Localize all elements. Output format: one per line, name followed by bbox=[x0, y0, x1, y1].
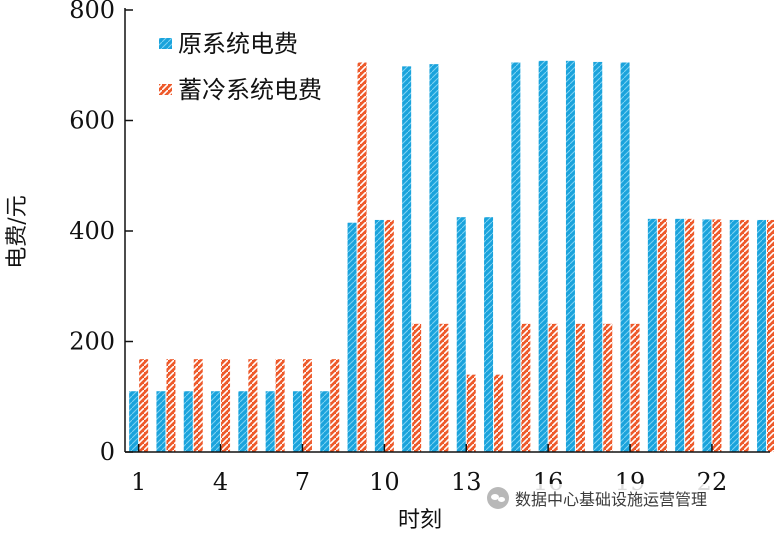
legend-label: 蓄冷系统电费 bbox=[178, 76, 322, 104]
bar-storage-13 bbox=[466, 374, 476, 452]
bar-storage-6 bbox=[275, 359, 285, 452]
axes-group bbox=[124, 8, 770, 453]
bar-original-20 bbox=[647, 218, 657, 452]
bar-original-24 bbox=[757, 219, 767, 452]
bar-storage-16 bbox=[548, 323, 558, 452]
bar-storage-2 bbox=[166, 359, 176, 452]
bars-group bbox=[129, 60, 774, 453]
bar-storage-24 bbox=[767, 219, 774, 452]
bar-original-2 bbox=[156, 391, 166, 452]
bar-original-23 bbox=[729, 219, 739, 452]
bar-storage-15 bbox=[521, 323, 531, 452]
bar-original-18 bbox=[593, 61, 603, 453]
x-tick-label: 10 bbox=[369, 468, 400, 496]
x-tick-label: 1 bbox=[131, 468, 146, 496]
y-tick-label: 0 bbox=[100, 438, 115, 466]
x-tick-label: 7 bbox=[295, 468, 310, 496]
y-axis-label: 电费/元 bbox=[5, 195, 30, 268]
bar-storage-12 bbox=[439, 323, 449, 452]
bar-original-12 bbox=[429, 64, 439, 453]
bar-original-4 bbox=[211, 391, 221, 452]
legend-swatch bbox=[159, 38, 172, 49]
bar-original-11 bbox=[402, 66, 412, 452]
bar-original-3 bbox=[183, 391, 193, 452]
watermark-text: 数据中心基础设施运营管理 bbox=[515, 490, 708, 509]
bar-original-1 bbox=[129, 391, 139, 452]
y-tick-label: 400 bbox=[69, 217, 115, 245]
bar-original-16 bbox=[538, 60, 548, 453]
bar-storage-8 bbox=[330, 359, 340, 452]
bar-original-14 bbox=[484, 217, 494, 452]
x-tick-label: 4 bbox=[213, 468, 228, 496]
bar-storage-1 bbox=[139, 359, 149, 452]
y-tick-label: 600 bbox=[69, 107, 115, 135]
bar-original-10 bbox=[374, 219, 384, 452]
legend-label: 原系统电费 bbox=[178, 30, 298, 58]
bar-storage-4 bbox=[221, 359, 231, 452]
bar-storage-18 bbox=[603, 323, 613, 452]
bar-storage-5 bbox=[248, 359, 258, 452]
bar-original-21 bbox=[675, 218, 685, 452]
bar-original-15 bbox=[511, 62, 521, 453]
y-tick-label: 800 bbox=[69, 0, 115, 24]
bar-storage-20 bbox=[657, 218, 667, 452]
bar-storage-17 bbox=[575, 323, 585, 452]
y-ticks-group: 0 200 400 600 800 bbox=[69, 0, 133, 466]
bar-storage-14 bbox=[494, 374, 504, 452]
watermark: 数据中心基础设施运营管理 bbox=[483, 484, 712, 512]
x-axis-label: 时刻 bbox=[398, 508, 442, 532]
wechat-icon bbox=[487, 487, 509, 509]
bar-storage-23 bbox=[739, 219, 749, 452]
bar-storage-10 bbox=[384, 219, 394, 452]
bar-storage-11 bbox=[412, 323, 422, 452]
x-tick-label: 13 bbox=[451, 468, 482, 496]
y-tick-label: 200 bbox=[69, 328, 115, 356]
bar-storage-21 bbox=[685, 218, 695, 452]
bar-storage-22 bbox=[712, 219, 722, 452]
bar-original-9 bbox=[347, 222, 357, 452]
bar-storage-3 bbox=[193, 359, 203, 452]
bar-storage-19 bbox=[630, 323, 640, 452]
bar-storage-9 bbox=[357, 62, 367, 453]
bar-original-13 bbox=[456, 217, 466, 452]
bar-original-6 bbox=[265, 391, 275, 452]
bar-original-8 bbox=[320, 391, 330, 452]
bar-original-19 bbox=[620, 62, 630, 453]
bar-original-7 bbox=[292, 391, 302, 452]
bar-original-5 bbox=[238, 391, 248, 452]
bar-original-17 bbox=[565, 60, 575, 453]
legend-swatch bbox=[159, 84, 172, 95]
bar-storage-7 bbox=[302, 359, 312, 452]
bar-original-22 bbox=[702, 219, 712, 452]
